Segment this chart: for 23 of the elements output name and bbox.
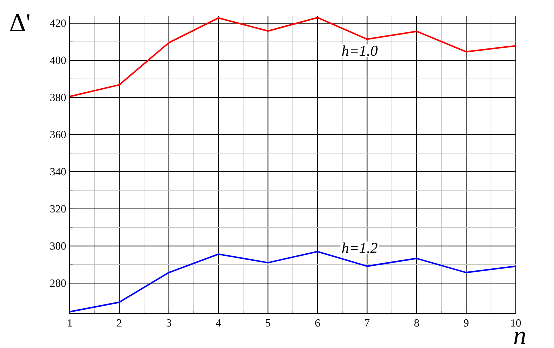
x-axis-title: n	[514, 332, 526, 344]
x-tick-label: 3	[166, 320, 172, 327]
x-tick-label: 5	[266, 320, 271, 327]
x-tick-label: 10	[511, 320, 522, 327]
x-tick-label: 8	[414, 320, 420, 327]
series-label: h=1.0	[342, 46, 378, 56]
y-tick-label: 320	[50, 205, 66, 213]
x-tick-label: 7	[365, 320, 370, 327]
y-tick-label: 340	[50, 168, 66, 176]
x-tick-label: 9	[464, 320, 469, 327]
y-axis-title: Δ'	[10, 14, 30, 32]
x-tick-label: 4	[216, 320, 222, 327]
y-tick-label: 360	[50, 131, 66, 139]
y-tick-label: 280	[50, 280, 66, 288]
x-tick-label: 1	[68, 320, 72, 327]
y-tick-label: 380	[50, 94, 66, 102]
series-label: h=1.2	[342, 242, 378, 254]
line-series	[69, 17, 517, 98]
y-tick-label: 420	[50, 20, 66, 28]
y-tick-label: 300	[50, 242, 66, 250]
y-tick-label: 400	[50, 56, 66, 64]
x-tick-label: 6	[316, 320, 320, 327]
x-tick-label: 2	[117, 320, 122, 327]
